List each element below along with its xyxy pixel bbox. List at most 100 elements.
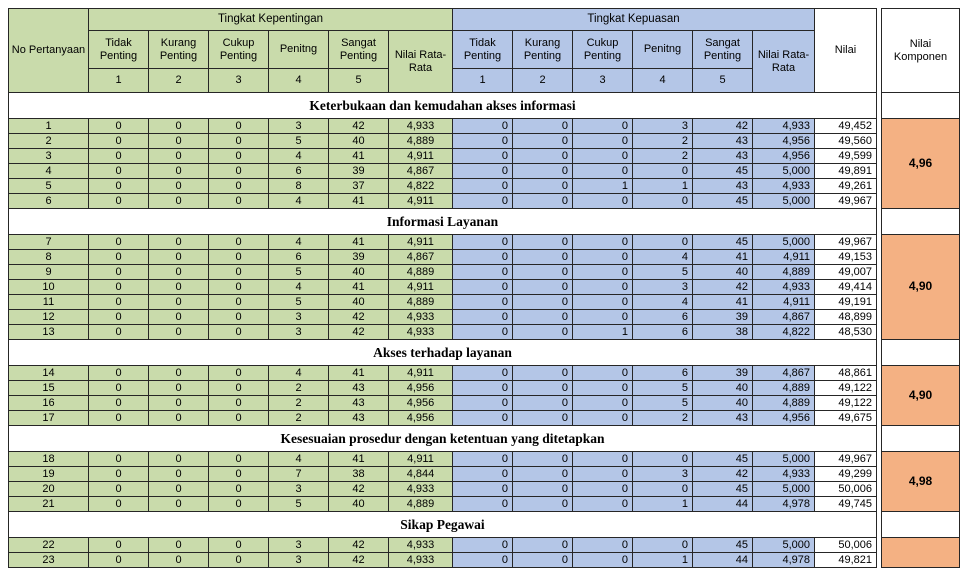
nilai-cell: 49,191 [814, 294, 877, 310]
kepuasan-count-cell: 0 [452, 537, 513, 553]
nilai-cell: 49,599 [814, 148, 877, 164]
section-title: Informasi Layanan [8, 208, 877, 235]
row-number-cell: 16 [8, 395, 89, 411]
nilai-cell: 49,560 [814, 133, 877, 149]
kepuasan-avg-cell: 4,978 [752, 552, 815, 568]
kepentingan-count-cell: 0 [148, 234, 209, 250]
kepuasan-count-cell: 0 [632, 163, 693, 179]
kepentingan-avg-cell: 4,933 [388, 552, 453, 568]
kepuasan-count-cell: 45 [692, 234, 753, 250]
kepentingan-count-cell: 0 [88, 365, 149, 381]
kepentingan-count-cell: 0 [208, 466, 269, 482]
kepuasan-avg-cell: 5,000 [752, 481, 815, 497]
kepuasan-count-cell: 40 [692, 380, 753, 396]
kepentingan-count-cell: 2 [268, 395, 329, 411]
kepuasan-avg-cell: 4,933 [752, 178, 815, 194]
table-row: 8 0 0 0 6 39 4,867 0 0 0 4 41 4,911 49,153 [8, 249, 960, 265]
scale-number: 5 [328, 68, 389, 93]
section-title-row: Sikap Pegawai [8, 511, 960, 538]
column-gap [876, 234, 882, 250]
kepuasan-count-cell: 5 [632, 380, 693, 396]
column-gap [876, 208, 882, 235]
nilai-cell: 48,899 [814, 309, 877, 325]
kepentingan-count-cell: 5 [268, 496, 329, 512]
column-gap [876, 133, 882, 149]
column-gap [876, 410, 882, 426]
kepuasan-avg-cell: 5,000 [752, 163, 815, 179]
group-header-kepentingan: Tingkat Kepentingan [88, 8, 453, 31]
kepentingan-count-cell: 0 [148, 309, 209, 325]
kepuasan-count-cell: 0 [512, 552, 573, 568]
row-number-cell: 2 [8, 133, 89, 149]
kepuasan-count-cell: 0 [572, 451, 633, 467]
kepuasan-count-cell: 0 [572, 309, 633, 325]
kepuasan-count-cell: 0 [512, 234, 573, 250]
kepuasan-count-cell: 0 [452, 234, 513, 250]
survey-sheet: No Pertanyaan Tingkat Kepentingan Tingka… [8, 8, 967, 568]
komponen-spacer [881, 92, 960, 119]
kepentingan-avg-cell: 4,933 [388, 309, 453, 325]
kepentingan-count-cell: 0 [208, 365, 269, 381]
row-number-cell: 8 [8, 249, 89, 265]
komponen-cell: 4,90 [881, 365, 960, 426]
column-gap [876, 178, 882, 194]
kepentingan-count-cell: 4 [268, 193, 329, 209]
nilai-cell: 49,122 [814, 380, 877, 396]
column-gap [876, 118, 882, 134]
kepuasan-count-cell: 42 [692, 466, 753, 482]
kepentingan-count-cell: 41 [328, 451, 389, 467]
kepuasan-count-cell: 43 [692, 133, 753, 149]
kepentingan-count-cell: 40 [328, 294, 389, 310]
scale-number: 1 [88, 68, 149, 93]
kepentingan-avg-cell: 4,933 [388, 537, 453, 553]
kepuasan-count-cell: 0 [572, 466, 633, 482]
kepentingan-count-cell: 0 [148, 410, 209, 426]
kepentingan-count-cell: 42 [328, 481, 389, 497]
kepentingan-avg-cell: 4,889 [388, 294, 453, 310]
table-row: 12 0 0 0 3 42 4,933 0 0 0 6 39 4,867 48,899 [8, 309, 960, 325]
table-row: 20 0 0 0 3 42 4,933 0 0 0 0 45 5,000 50,006 [8, 481, 960, 497]
table-row: 16 0 0 0 2 43 4,956 0 0 0 5 40 4,889 49,122 [8, 395, 960, 411]
kepuasan-count-cell: 43 [692, 148, 753, 164]
kepuasan-count-cell: 0 [512, 309, 573, 325]
komponen-spacer [881, 339, 960, 366]
kepentingan-count-cell: 0 [148, 294, 209, 310]
row-number-cell: 10 [8, 279, 89, 295]
kepuasan-count-cell: 41 [692, 249, 753, 265]
kepentingan-count-cell: 42 [328, 324, 389, 340]
kepentingan-count-cell: 0 [148, 163, 209, 179]
kepentingan-count-cell: 8 [268, 178, 329, 194]
row-number-cell: 22 [8, 537, 89, 553]
survey-table: No Pertanyaan Tingkat Kepentingan Tingka… [8, 8, 960, 568]
table-row: 14 0 0 0 4 41 4,911 0 0 0 6 39 4,867 48,861 4,90 [8, 365, 960, 426]
table-row: 2 0 0 0 5 40 4,889 0 0 0 2 43 4,956 49,560 [8, 133, 960, 149]
table-row: 21 0 0 0 5 40 4,889 0 0 0 1 44 4,978 49,745 [8, 496, 960, 512]
nilai-cell: 49,821 [814, 552, 877, 568]
col-header-kepentingan-tidak-penting: Tidak Penting [88, 30, 149, 69]
col-header-kepentingan-penting: Penitng [268, 30, 329, 69]
kepuasan-avg-cell: 4,822 [752, 324, 815, 340]
kepentingan-count-cell: 42 [328, 118, 389, 134]
kepuasan-count-cell: 38 [692, 324, 753, 340]
kepuasan-count-cell: 40 [692, 264, 753, 280]
kepentingan-avg-cell: 4,822 [388, 178, 453, 194]
row-number-cell: 23 [8, 552, 89, 568]
table-header: No Pertanyaan Tingkat Kepentingan Tingka… [8, 8, 960, 93]
kepuasan-count-cell: 0 [512, 264, 573, 280]
kepentingan-count-cell: 6 [268, 163, 329, 179]
kepuasan-count-cell: 2 [632, 148, 693, 164]
kepuasan-count-cell: 0 [452, 552, 513, 568]
kepuasan-count-cell: 0 [572, 537, 633, 553]
kepuasan-count-cell: 0 [632, 193, 693, 209]
row-number-cell: 21 [8, 496, 89, 512]
kepuasan-count-cell: 45 [692, 537, 753, 553]
kepentingan-count-cell: 43 [328, 380, 389, 396]
komponen-spacer [881, 208, 960, 235]
kepentingan-avg-cell: 4,933 [388, 118, 453, 134]
kepentingan-avg-cell: 4,889 [388, 496, 453, 512]
nilai-cell: 48,530 [814, 324, 877, 340]
kepuasan-count-cell: 4 [632, 249, 693, 265]
kepuasan-avg-cell: 4,956 [752, 133, 815, 149]
kepentingan-avg-cell: 4,889 [388, 133, 453, 149]
nilai-cell: 49,675 [814, 410, 877, 426]
